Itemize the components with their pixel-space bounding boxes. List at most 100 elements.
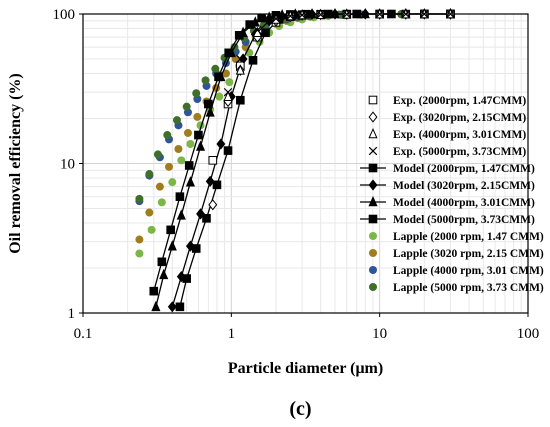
data-point: [175, 192, 185, 201]
data-point: [352, 9, 361, 19]
series-layer: [135, 7, 456, 313]
legend-entry: Exp. (5000rpm, 3.73CMM): [368, 146, 526, 158]
data-point: [369, 249, 377, 257]
series-2: [223, 7, 456, 101]
data-point: [342, 10, 351, 19]
legend-label: Exp. (5000rpm, 3.73CMM): [393, 146, 526, 158]
data-point: [176, 209, 186, 220]
x-marker-stroke: [316, 10, 325, 19]
data-point: [368, 163, 378, 173]
data-point: [368, 146, 378, 156]
legend-label: Exp. (2000rpm, 1.47CMM): [393, 95, 526, 107]
legend-entry: Exp. (4000rpm, 3.01CMM): [368, 127, 526, 141]
data-point: [208, 199, 218, 211]
data-point: [369, 266, 377, 274]
legend-entry: Lapple (2000 rpm, 1.47 CMM): [369, 231, 544, 243]
data-point: [135, 249, 144, 258]
data-point: [192, 89, 201, 98]
panel-label: (c): [289, 398, 311, 420]
data-point: [271, 14, 281, 23]
data-point: [245, 20, 255, 29]
data-point: [216, 138, 226, 150]
legend: Exp. (2000rpm, 1.47CMM) Exp. (3020rpm, 2.…: [360, 95, 544, 294]
data-point: [166, 225, 175, 235]
data-point: [208, 156, 218, 165]
legend-label: Lapple (2000 rpm, 1.47 CMM): [393, 231, 544, 243]
data-point: [167, 301, 177, 313]
data-point: [185, 240, 195, 252]
x-marker-stroke: [401, 9, 411, 19]
data-point: [204, 99, 213, 109]
data-point: [145, 170, 154, 179]
legend-entry: Lapple (3020 rpm, 2.15 CMM): [369, 248, 544, 260]
data-point: [286, 11, 295, 21]
x-marker-stroke: [271, 14, 281, 23]
x-axis-label: Particle diameter (μm): [228, 360, 383, 377]
data-point: [165, 162, 174, 171]
data-point: [234, 31, 244, 40]
data-point: [182, 102, 191, 111]
data-point: [401, 9, 411, 19]
data-point: [183, 128, 192, 137]
legend-label: Lapple (3020 rpm, 2.15 CMM): [393, 248, 544, 260]
series-3: [223, 9, 455, 97]
y-tick-label: 1: [68, 306, 76, 322]
x-marker-stroke: [223, 87, 233, 97]
y-tick-label: 10: [60, 157, 75, 173]
legend-entry: Model (4000rpm, 3.01CMM): [360, 195, 535, 209]
data-point: [185, 176, 196, 187]
axis-ticks: 0.1 1 10 100 1 10 100: [53, 7, 540, 342]
data-point: [446, 9, 455, 19]
x-marker-stroke: [297, 10, 307, 20]
data-point: [224, 48, 234, 58]
legend-entry: Exp. (2000rpm, 1.47CMM): [368, 95, 526, 107]
data-point: [135, 194, 144, 203]
data-point: [175, 302, 185, 312]
data-point: [135, 235, 144, 244]
legend-entry: Model (5000rpm, 3.73CMM): [360, 214, 535, 226]
legend-entry: Model (3020rpm, 2.15CMM): [360, 179, 535, 192]
data-point: [248, 56, 258, 65]
data-point: [316, 10, 325, 19]
data-point: [145, 208, 154, 217]
data-point: [155, 182, 164, 191]
legend-label: Model (5000rpm, 3.73CMM): [393, 214, 535, 226]
series-line: [153, 13, 451, 292]
x-tick-label: 0.1: [74, 326, 93, 342]
x-marker-stroke: [368, 146, 378, 156]
data-point: [261, 28, 270, 37]
data-point: [257, 13, 266, 23]
legend-entry: Lapple (4000 rpm, 3.01 CMM): [369, 265, 544, 277]
data-point: [186, 140, 195, 149]
series-line: [179, 13, 451, 307]
x-marker-stroke: [286, 11, 295, 21]
data-point: [368, 127, 378, 139]
data-point: [368, 214, 378, 224]
data-point: [368, 95, 378, 105]
data-point: [202, 213, 211, 223]
data-point: [149, 286, 159, 296]
data-point: [225, 78, 234, 87]
series-line: [155, 13, 451, 307]
data-point: [297, 10, 307, 20]
data-point: [184, 161, 194, 170]
data-point: [387, 9, 396, 19]
x-tick-label: 10: [372, 326, 387, 342]
legend-entry: Lapple (5000 rpm, 3.73 CMM): [369, 282, 544, 294]
data-point: [223, 146, 233, 155]
data-point: [259, 21, 268, 30]
data-point: [163, 131, 172, 140]
data-point: [214, 72, 223, 82]
data-point: [368, 111, 378, 123]
data-point: [375, 9, 384, 19]
data-point: [212, 180, 222, 190]
data-point: [159, 268, 169, 280]
data-point: [201, 76, 210, 85]
data-point: [369, 283, 377, 291]
legend-entry: Exp. (3020rpm, 2.15CMM): [368, 111, 526, 124]
y-axis-label: Oil removal efficiency (%): [7, 73, 24, 254]
data-point: [195, 140, 206, 151]
grid-lines: [82, 14, 528, 314]
data-point: [177, 156, 186, 165]
